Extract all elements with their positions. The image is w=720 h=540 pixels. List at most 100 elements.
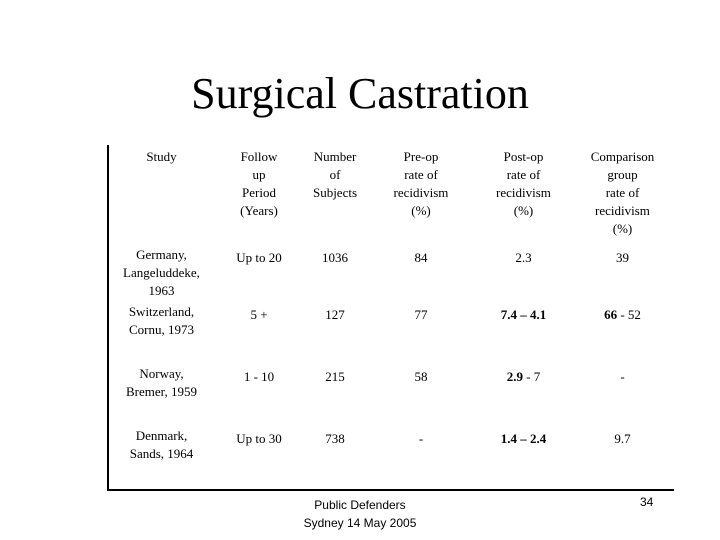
header-cell: Post-op rate of recidivism (%) <box>476 145 571 243</box>
header-line: Follow <box>240 149 278 164</box>
cell-run: - 7 <box>522 369 541 384</box>
cell-text: - <box>368 430 474 448</box>
cell-run: 7.4 – 4.1 <box>500 307 547 322</box>
cell-text: 77 <box>368 306 474 324</box>
cell-run: Up to 30 <box>236 431 282 446</box>
cell-text: 738 <box>306 430 364 448</box>
table-cell: 39 <box>571 243 674 300</box>
table-cell: 215 <box>304 362 366 424</box>
cell-line: Bremer, 1959 <box>126 384 197 399</box>
cell-run: - 52 <box>617 307 641 322</box>
cell-run: 77 <box>414 307 428 322</box>
table-cell: 738 <box>304 424 366 490</box>
cell-run: 1 - 10 <box>243 369 275 384</box>
table-cell: 2.9 - 7 <box>476 362 571 424</box>
header-line: rate of <box>404 167 438 182</box>
header-line: up <box>252 167 266 182</box>
footer-line: Public Defenders <box>314 498 406 512</box>
cell-text: - <box>573 368 672 386</box>
footer-line: Sydney 14 May 2005 <box>303 516 417 530</box>
cell-run: Up to 20 <box>236 250 282 265</box>
table-cell: Switzerland, Cornu, 1973 <box>108 300 214 362</box>
header-line: Post-op <box>503 149 544 164</box>
header-line: recidivism <box>595 203 650 218</box>
header-line: Comparison <box>590 149 655 164</box>
table-cell: 9.7 <box>571 424 674 490</box>
table-cell: - <box>571 362 674 424</box>
cell-run: - <box>418 431 424 446</box>
table-cell: Germany, Langeluddeke, 1963 <box>108 243 214 300</box>
header-line: (%) <box>612 221 633 236</box>
header-line: (Years) <box>240 203 278 218</box>
header-line: Pre-op <box>403 149 439 164</box>
cell-run: 2.9 <box>506 369 523 384</box>
table-cell: 127 <box>304 300 366 362</box>
footer: Public Defenders Sydney 14 May 2005 <box>0 496 720 532</box>
cell-line: Langeluddeke, <box>123 265 200 280</box>
header-line: group <box>607 167 638 182</box>
header-cell: Comparison group rate of recidivism (%) <box>571 145 674 243</box>
table-cell: 77 <box>366 300 476 362</box>
cell-text: 39 <box>573 249 672 267</box>
cell-text: 84 <box>368 249 474 267</box>
table-cell: 1 - 10 <box>214 362 304 424</box>
cell-line: Cornu, 1973 <box>129 322 194 337</box>
cell-text: 5 + <box>216 306 302 324</box>
table-row: Norway, Bremer, 1959 1 - 10 215 58 2.9 - 7 - <box>108 362 674 424</box>
table-row: Germany, Langeluddeke, 1963 Up to 20 1036 84 2… <box>108 243 674 300</box>
table-cell: Up to 20 <box>214 243 304 300</box>
cell-run: 1.4 – 2.4 <box>500 431 547 446</box>
cell-run: 9.7 <box>614 431 631 446</box>
page-number: 34 <box>640 495 654 509</box>
cell-line: Switzerland, <box>128 304 195 319</box>
cell-line: Germany, <box>136 247 187 262</box>
table-cell: 1036 <box>304 243 366 300</box>
header-line: Number <box>313 149 357 164</box>
table-cell: Norway, Bremer, 1959 <box>108 362 214 424</box>
header-line: recidivism <box>496 185 551 200</box>
header-line: recidivism <box>393 185 449 200</box>
header-line: of <box>329 167 341 182</box>
data-table: Study Follow up Period (Years) Number of Subjec… <box>107 145 674 491</box>
cell-run: 5 + <box>250 307 268 322</box>
cell-run: 2.3 <box>515 250 532 265</box>
cell-text: 2.9 - 7 <box>478 368 569 386</box>
cell-line: Sands, 1964 <box>129 446 194 461</box>
slide-title: Surgical Castration <box>191 69 529 118</box>
cell-text: 1 - 10 <box>216 368 302 386</box>
cell-line: Denmark, <box>135 428 188 443</box>
table-row: Switzerland, Cornu, 1973 5 + 127 77 7.4 – 4.1… <box>108 300 674 362</box>
header-line: rate of <box>605 185 640 200</box>
cell-text: 127 <box>306 306 364 324</box>
header-line: Study <box>146 149 177 164</box>
cell-text: 1.4 – 2.4 <box>478 430 569 448</box>
table-row: Denmark, Sands, 1964 Up to 30 738 - 1.4 – 2.4… <box>108 424 674 490</box>
table-cell: Up to 30 <box>214 424 304 490</box>
table-cell: Denmark, Sands, 1964 <box>108 424 214 490</box>
cell-line: Norway, <box>139 366 184 381</box>
cell-run: 215 <box>325 369 345 384</box>
cell-run: 127 <box>325 307 345 322</box>
cell-text: 58 <box>368 368 474 386</box>
table-cell: 7.4 – 4.1 <box>476 300 571 362</box>
cell-line: 1963 <box>148 283 175 298</box>
table-cell: - <box>366 424 476 490</box>
header-cell: Number of Subjects <box>304 145 366 243</box>
header-line: Period <box>242 185 276 200</box>
cell-run: 39 <box>616 250 629 265</box>
cell-text: 9.7 <box>573 430 672 448</box>
cell-run: 84 <box>414 250 428 265</box>
header-line: (%) <box>513 203 534 218</box>
table-cell: 1.4 – 2.4 <box>476 424 571 490</box>
table-cell: 2.3 <box>476 243 571 300</box>
table-cell: 84 <box>366 243 476 300</box>
cell-text: 2.3 <box>478 249 569 267</box>
cell-run: 66 <box>604 307 618 322</box>
header-line: (%) <box>411 203 431 218</box>
cell-run: 738 <box>325 431 345 446</box>
cell-text: Up to 30 <box>216 430 302 448</box>
cell-run: - <box>620 369 625 384</box>
header-line: rate of <box>506 167 541 182</box>
cell-run: 1036 <box>322 250 348 265</box>
